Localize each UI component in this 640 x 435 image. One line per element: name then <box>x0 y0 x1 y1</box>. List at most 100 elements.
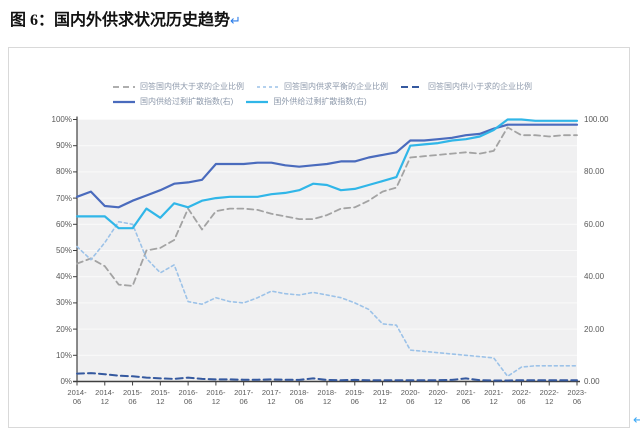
x-axis-tick-label: 2020- 12 <box>421 388 455 406</box>
x-axis-tick-label-line: 06 <box>572 397 582 406</box>
x-axis-tick-label-line: 2016- <box>206 388 226 397</box>
x-axis-tick-label-line: 2020- <box>428 388 448 397</box>
x-axis-tick-label-line: 12 <box>489 397 498 406</box>
y-axis-tick-label-left: 90% <box>55 141 72 151</box>
x-axis-tick-label-line: 2023- <box>567 388 587 397</box>
figure-title-text: 图 6：国内外供求状况历史趋势 <box>10 12 231 29</box>
x-axis-tick-label-line: 06 <box>183 397 193 406</box>
x-axis-tick-label-line: 2022- <box>539 388 559 397</box>
x-axis-tick-label: 2014- 12 <box>88 388 122 406</box>
x-axis-tick-label-line: 12 <box>211 397 221 406</box>
legend-label: 回答国内供求平衡的企业比例 <box>284 82 388 91</box>
x-axis-tick-label: 2022- 06 <box>504 388 538 406</box>
legend-item: 国内供给过剩扩散指数(右) <box>112 96 233 107</box>
series-line <box>76 220 578 378</box>
y-axis-tick-label-left: 40% <box>55 272 72 282</box>
x-axis-tick-label: 2016- 06 <box>171 388 205 406</box>
x-axis-tick-label-line: 12 <box>378 397 387 406</box>
y-axis-tick-label-left: 20% <box>55 324 72 334</box>
trailing-paragraph-mark-icon: ↵ <box>633 412 640 427</box>
x-axis-tick-label-line: 2021- <box>484 388 504 397</box>
x-axis-tick-label: 2019- 06 <box>338 388 372 406</box>
legend-item: 回答国内供大于求的企业比例 <box>112 81 244 92</box>
figure-title: 图 6：国内外供求状况历史趋势↵ <box>10 6 241 30</box>
legend-item: 回答国内供求平衡的企业比例 <box>256 81 388 92</box>
x-axis-tick-label-line: 2015- <box>122 388 143 397</box>
x-axis-tick-label-line: 2014- <box>95 388 115 397</box>
x-axis-tick-label-line: 06 <box>72 397 82 406</box>
y-axis-tick-label-right: 0.00 <box>584 377 600 386</box>
y-axis-tick-label-right: 60.00 <box>584 219 605 229</box>
legend-row: 回答国内供大于求的企业比例 回答国内供求平衡的企业比例 回答国内供小于求的企业比例 <box>112 81 532 92</box>
y-axis-tick-label-left: 80% <box>55 167 72 177</box>
legend-row: 国内供给过剩扩散指数(右) 国外供给过剩扩散指数(右) <box>112 96 532 107</box>
x-axis-tick-label-line: 06 <box>295 397 304 406</box>
x-axis-tick-label-line: 2014- <box>67 388 87 397</box>
y-axis-tick-label-right: 40.00 <box>584 272 605 282</box>
legend-item: 回答国内供小于求的企业比例 <box>400 81 532 92</box>
x-axis-tick-label-line: 2018- <box>289 388 309 397</box>
legend-line-sample-icon <box>257 85 279 88</box>
x-axis-tick-label: 2017- 06 <box>227 388 261 406</box>
x-axis-tick-label: 2020- 06 <box>393 388 427 406</box>
series-line <box>75 118 579 230</box>
legend-label: 国内供给过剩扩散指数(右) <box>140 97 234 106</box>
x-axis-tick-label-line: 2022- <box>511 388 532 397</box>
x-axis-tick-label: 2018- 12 <box>310 388 344 406</box>
x-axis-tick-label: 2015- 12 <box>143 388 177 406</box>
series-line <box>76 126 578 287</box>
x-axis-tick-label-line: 2020- <box>400 388 420 397</box>
x-axis-tick-label-line: 12 <box>100 397 109 406</box>
x-axis-tick-label-line: 06 <box>517 397 526 406</box>
x-axis-tick-label-line: 06 <box>128 397 137 406</box>
x-axis-tick-label: 2017- 12 <box>254 388 288 406</box>
x-axis-tick-label: 2016- 12 <box>199 388 233 406</box>
x-axis-tick-label: 2023- 06 <box>560 388 594 406</box>
x-axis-tick-label-line: 2017- <box>234 388 254 397</box>
y-axis-tick-label-left: 100% <box>51 115 72 124</box>
y-axis-tick-label-left: 30% <box>55 298 72 308</box>
x-axis-tick-label-line: 2017- <box>261 388 282 397</box>
y-axis-tick-label-left: 70% <box>55 193 72 203</box>
x-axis-tick-label-line: 2016- <box>178 388 198 397</box>
x-axis-tick-label-line: 2015- <box>150 388 170 397</box>
x-axis-tick-label-line: 12 <box>156 397 165 406</box>
x-axis-tick-label-line: 2019- <box>372 388 393 397</box>
y-axis-tick-label-left: 10% <box>55 350 72 360</box>
legend-line-sample-icon <box>113 100 135 103</box>
paragraph-mark-icon: ↵ <box>230 14 241 29</box>
x-axis-tick-label: 2014- 06 <box>60 388 94 406</box>
x-axis-tick-label: 2015- 06 <box>116 388 150 406</box>
x-axis-tick-label-line: 06 <box>239 397 248 406</box>
y-axis-tick-label-right: 80.00 <box>584 167 605 177</box>
legend-label: 国外供给过剩扩散指数(右) <box>273 97 367 106</box>
legend-item: 国外供给过剩扩散指数(右) <box>245 96 367 107</box>
y-axis-tick-label-left: 60% <box>55 219 72 229</box>
x-axis-tick-label: 2022- 12 <box>532 388 566 406</box>
legend-line-sample-icon <box>113 85 135 88</box>
y-axis-tick-label-right: 20.00 <box>584 324 605 334</box>
y-axis-tick-label-left: 50% <box>55 246 72 255</box>
x-axis-tick-label-line: 06 <box>350 397 359 406</box>
x-axis-tick-label: 2021- 12 <box>477 388 511 406</box>
x-axis-tick-label: 2019- 12 <box>366 388 400 406</box>
x-axis-tick-label-line: 06 <box>406 397 415 406</box>
x-axis-tick-label-line: 12 <box>267 397 276 406</box>
y-axis-tick-label-right: 100.00 <box>584 115 609 124</box>
series-line <box>76 372 578 382</box>
legend-line-sample-icon <box>401 85 423 88</box>
x-axis-tick-label-line: 2018- <box>317 388 337 397</box>
x-axis-tick-label: 2021- 06 <box>449 388 483 406</box>
legend-label: 回答国内供大于求的企业比例 <box>140 82 244 91</box>
x-axis-tick-label-line: 2019- <box>345 388 365 397</box>
x-axis-tick-label-line: 06 <box>461 397 471 406</box>
legend-line-sample-icon <box>246 100 269 103</box>
x-axis-tick-label-line: 2021- <box>456 388 476 397</box>
legend-label: 回答国内供小于求的企业比例 <box>428 82 532 91</box>
y-axis-tick-label-left: 0% <box>60 377 72 386</box>
x-axis-tick-label-line: 12 <box>322 397 332 406</box>
chart-legend: 回答国内供大于求的企业比例 回答国内供求平衡的企业比例 回答国内供小于求的企业比例国… <box>112 81 532 107</box>
x-axis-tick-label-line: 12 <box>433 397 443 406</box>
